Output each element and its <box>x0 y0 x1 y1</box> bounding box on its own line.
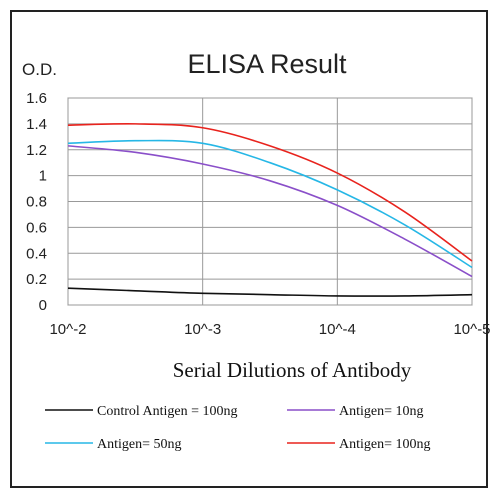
y-tick-label: 0.6 <box>26 219 47 236</box>
y-axis-label: O.D. <box>22 60 57 79</box>
series-line-1 <box>67 287 473 297</box>
series-line-2 <box>67 145 473 278</box>
x-tick-label: 10^-4 <box>319 321 356 338</box>
y-tick-labels: 0 0.2 0.4 0.6 0.8 1 1.2 1.4 1.6 <box>26 90 47 314</box>
y-tick-label: 0.2 <box>26 271 47 288</box>
y-tick-label: 1.6 <box>26 90 47 107</box>
legend: Control Antigen = 100ng Antigen= 10ng Anti… <box>45 404 431 452</box>
series-lines <box>67 123 473 297</box>
series-line-4 <box>67 123 473 262</box>
grid <box>67 97 473 306</box>
y-tick-label: 1.4 <box>26 116 47 133</box>
legend-label: Antigen= 10ng <box>339 404 424 419</box>
x-tick-label: 10^-2 <box>49 321 86 338</box>
x-tick-label: 10^-3 <box>184 321 221 338</box>
series-line-3 <box>67 139 473 269</box>
x-axis-label: Serial Dilutions of Antibody <box>173 358 412 382</box>
y-tick-label: 0 <box>39 297 47 314</box>
legend-label: Antigen= 100ng <box>339 437 431 452</box>
y-tick-label: 0.4 <box>26 245 47 262</box>
x-tick-label: 10^-5 <box>453 321 490 338</box>
legend-label: Control Antigen = 100ng <box>97 404 238 419</box>
legend-label: Antigen= 50ng <box>97 437 182 452</box>
y-tick-label: 1.2 <box>26 142 47 159</box>
y-tick-label: 0.8 <box>26 194 47 211</box>
y-tick-label: 1 <box>39 168 47 185</box>
chart-title: ELISA Result <box>187 49 347 79</box>
x-tick-labels: 10^-2 10^-3 10^-4 10^-5 <box>49 321 490 338</box>
